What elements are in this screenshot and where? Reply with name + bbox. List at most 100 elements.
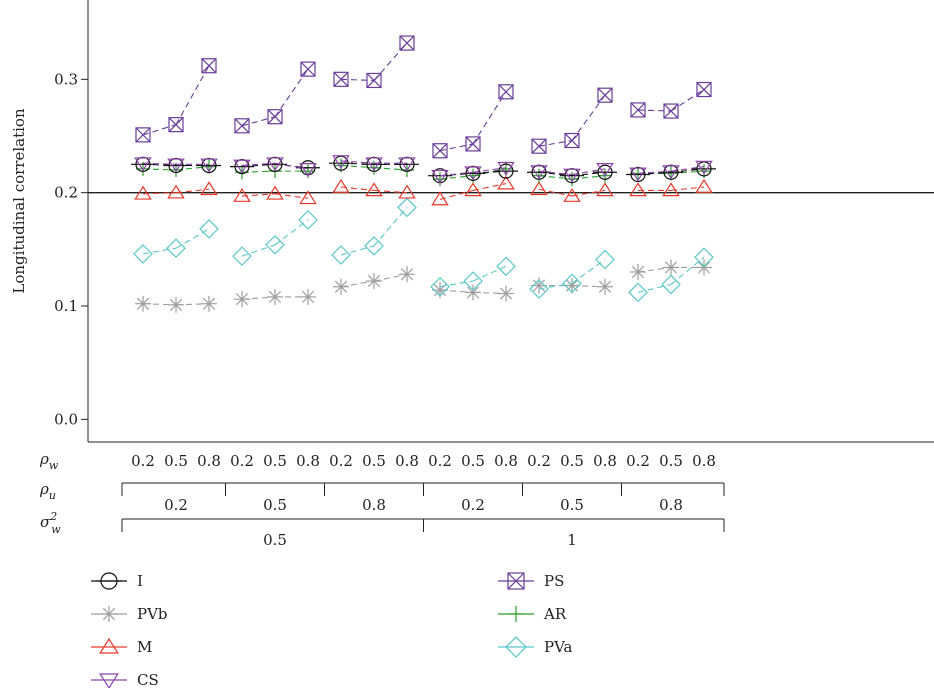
marker-stroke: [135, 127, 151, 143]
data-point: [366, 273, 382, 290]
marker-triangle: [266, 185, 284, 200]
data-point: [563, 187, 581, 202]
series-segment: [472, 183, 507, 191]
marker-stroke: [334, 280, 348, 293]
marker-diamond: [232, 246, 252, 266]
y-axis-title: Longitudinal correlation: [10, 108, 28, 294]
data-point: [496, 256, 516, 277]
factor-label-rho-u: ρu: [39, 480, 56, 502]
data-point: [430, 276, 450, 297]
marker-triangle: [200, 158, 218, 173]
marker-triangle: [398, 184, 416, 199]
series-segment: [637, 109, 672, 112]
data-point: [663, 259, 679, 276]
series-segment: [340, 280, 375, 288]
rho-w-tick-label: 0.2: [428, 452, 452, 470]
data-point: [596, 182, 614, 197]
marker-stroke: [202, 297, 216, 310]
series-segment: [637, 266, 672, 273]
y-tick-label: 0.2: [54, 184, 78, 202]
data-point: [529, 279, 549, 299]
marker-triangle: [299, 163, 317, 177]
marker-diamond: [505, 636, 527, 658]
rho-w-tick-label: 0.5: [164, 452, 188, 470]
data-point: [230, 159, 254, 175]
marker-triangle: [695, 160, 713, 175]
series-segment: [340, 186, 375, 191]
data-point: [630, 264, 646, 280]
data-point: [300, 288, 316, 305]
rho-w-tick-label: 0.8: [692, 452, 716, 470]
series-segment: [340, 78, 375, 82]
legend-label: AR: [543, 605, 567, 623]
marker-triangle: [134, 157, 152, 172]
marker-diamond: [265, 234, 285, 255]
data-point: [263, 156, 287, 172]
data-point: [661, 274, 681, 295]
marker-box: [201, 58, 217, 74]
marker-box: [696, 81, 712, 98]
marker-stroke: [400, 268, 414, 281]
marker-stroke: [333, 71, 349, 87]
marker-diamond: [529, 279, 549, 299]
marker-stroke: [367, 274, 381, 288]
marker-triangle: [563, 187, 581, 202]
series-segment: [670, 186, 705, 191]
data-point: [432, 143, 448, 159]
marker-stroke: [169, 298, 183, 311]
marker-triangle: [266, 157, 284, 172]
marker-stroke: [499, 287, 513, 300]
marker-triangle: [464, 166, 482, 181]
marker-box: [663, 103, 679, 119]
data-point: [626, 166, 650, 183]
data-point: [695, 178, 713, 193]
rho-u-group-label: 0.2: [164, 496, 188, 514]
marker-stroke: [507, 572, 525, 590]
marker-diamond: [661, 274, 681, 295]
series-segment: [373, 273, 408, 282]
marker-stroke: [598, 280, 612, 293]
marker-box: [630, 102, 646, 118]
data-point: [497, 175, 515, 190]
legend-item-ps: PS: [498, 572, 564, 590]
series-segment: [439, 280, 474, 288]
legend-label: PVb: [137, 605, 168, 623]
series-segment: [439, 189, 474, 200]
rho-w-tick-label: 0.2: [329, 452, 353, 470]
data-point: [299, 163, 317, 177]
data-point: [267, 109, 283, 125]
data-point: [597, 278, 613, 295]
series-segment: [241, 244, 276, 257]
legend-item-pvb: PVb: [91, 605, 168, 623]
series-segment: [142, 124, 177, 136]
legend-label: M: [137, 638, 152, 656]
marker-stroke: [102, 607, 116, 621]
data-point: [365, 157, 383, 172]
marker-triangle: [662, 182, 680, 197]
data-point: [233, 159, 251, 174]
data-point: [298, 210, 318, 230]
marker-diamond: [595, 249, 615, 270]
data-point: [597, 87, 613, 103]
factor-label-sigma-w: σ2 w: [40, 510, 61, 536]
rho-w-tick-label: 0.2: [230, 452, 254, 470]
data-point: [494, 163, 518, 179]
marker-stroke: [696, 82, 712, 97]
marker-stroke: [697, 261, 711, 274]
data-point: [135, 127, 151, 143]
rho-w-tick-label: 0.2: [131, 452, 155, 470]
sigma-w-group-label: 0.5: [263, 531, 287, 549]
marker-box: [234, 118, 250, 134]
marker-stroke: [630, 102, 646, 118]
legend-item-cs: CS: [91, 671, 159, 688]
marker-triangle: [662, 165, 680, 180]
legend-item-pva: PVa: [498, 636, 573, 658]
series-ar: [136, 158, 711, 187]
marker-triangle: [629, 182, 647, 197]
marker-stroke: [466, 286, 480, 299]
marker-diamond: [199, 219, 219, 239]
series-segment: [175, 228, 210, 249]
series-segment: [670, 89, 705, 112]
data-point: [629, 167, 647, 182]
legend-label: CS: [137, 671, 159, 688]
